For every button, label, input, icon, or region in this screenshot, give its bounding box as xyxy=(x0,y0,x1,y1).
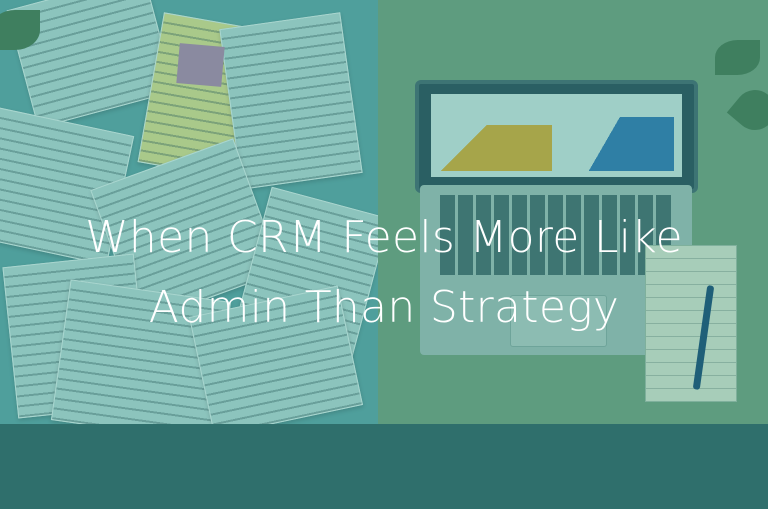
headline-line-1: When CRM Feels More Like xyxy=(85,212,683,263)
plant-leaf xyxy=(715,40,760,75)
keys xyxy=(440,195,672,275)
plant-leaf xyxy=(0,10,40,50)
laptop-screen xyxy=(415,80,698,193)
sticky-note xyxy=(176,43,225,87)
touchpad xyxy=(510,295,607,347)
notebook xyxy=(645,245,737,402)
headline: When CRM Feels More Like Admin Than Stra… xyxy=(0,203,768,343)
floor xyxy=(0,424,768,509)
screen-bar-chart xyxy=(573,117,674,171)
headline-line-2: Admin Than Strategy xyxy=(148,282,620,333)
screen-area-chart xyxy=(439,125,552,171)
